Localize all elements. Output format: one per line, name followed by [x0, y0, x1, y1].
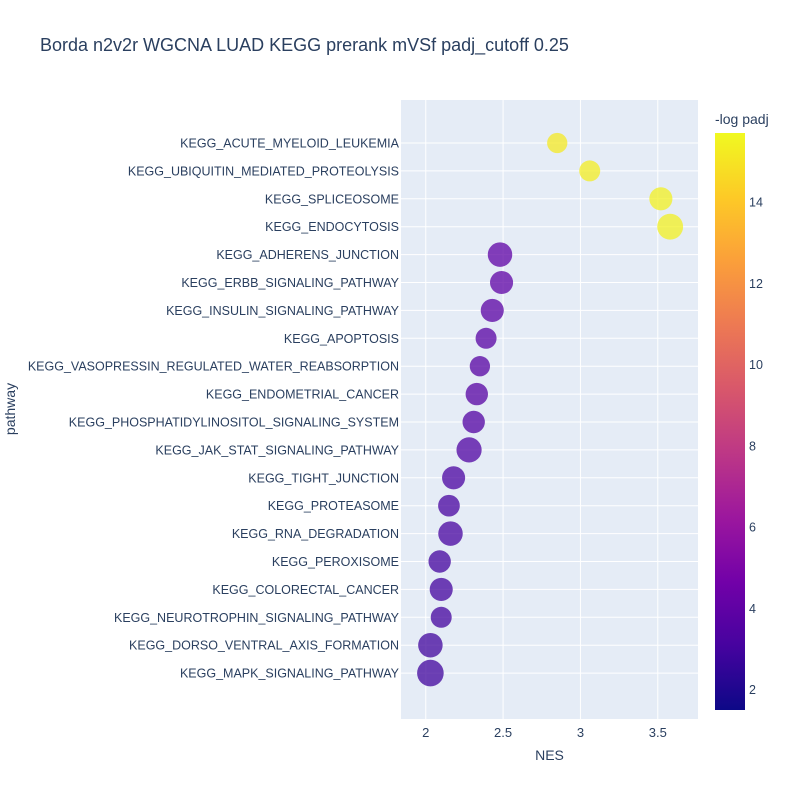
y-tick-label: KEGG_ACUTE_MYELOID_LEUKEMIA [180, 137, 399, 151]
data-point [649, 187, 673, 211]
y-tick-label: KEGG_VASOPRESSIN_REGULATED_WATER_REABSOR… [28, 360, 399, 374]
y-tick-label: KEGG_INSULIN_SIGNALING_PATHWAY [166, 304, 400, 318]
y-axis-title: pathway [2, 383, 18, 435]
colorbar-tick-label: 10 [749, 358, 763, 372]
y-tick-labels: KEGG_ACUTE_MYELOID_LEUKEMIA KEGG_UBIQUITI… [28, 137, 400, 681]
data-point [480, 298, 504, 322]
y-tick-label: KEGG_JAK_STAT_SIGNALING_PATHWAY [155, 443, 399, 457]
y-tick-label: KEGG_SPLICEOSOME [265, 192, 399, 206]
data-point [475, 327, 497, 349]
data-point [417, 659, 444, 687]
data-point [579, 160, 601, 182]
data-point [469, 356, 491, 377]
data-points [417, 132, 684, 687]
y-tick-label: KEGG_NEUROTROPHIN_SIGNALING_PATHWAY [114, 611, 400, 625]
x-axis-title: NES [535, 747, 564, 763]
y-tick-label: KEGG_ENDOCYTOSIS [265, 220, 399, 234]
x-tick-label: 2 [422, 725, 429, 740]
data-point [429, 577, 453, 601]
y-tick-label: KEGG_ENDOMETRIAL_CANCER [206, 388, 399, 402]
colorbar-tick-label: 2 [749, 683, 756, 697]
y-tick-label: KEGG_DORSO_VENTRAL_AXIS_FORMATION [129, 639, 399, 653]
data-point [547, 132, 568, 154]
colorbar-tick-label: 6 [749, 521, 756, 535]
y-tick-label: KEGG_UBIQUITIN_MEDIATED_PROTEOLYSIS [128, 164, 399, 178]
x-tick-label: 3 [577, 725, 584, 740]
y-tick-label: KEGG_APOPTOSIS [284, 332, 399, 346]
data-point [430, 606, 452, 628]
y-tick-label: KEGG_MAPK_SIGNALING_PATHWAY [180, 667, 400, 681]
y-tick-label: KEGG_PEROXISOME [272, 555, 399, 569]
y-tick-label: KEGG_COLORECTAL_CANCER [212, 583, 399, 597]
data-point [456, 437, 482, 463]
data-point [657, 213, 684, 240]
data-point [465, 382, 488, 406]
x-tick-label: 3.5 [649, 725, 667, 740]
y-tick-label: KEGG_RNA_DEGRADATION [232, 527, 399, 541]
chart-title: Borda n2v2r WGCNA LUAD KEGG prerank mVSf… [40, 35, 569, 56]
y-tick-label: KEGG_ERBB_SIGNALING_PATHWAY [181, 276, 399, 290]
y-tick-label: KEGG_ADHERENS_JUNCTION [216, 248, 399, 262]
data-point [442, 466, 466, 490]
colorbar-tick-label: 8 [749, 439, 756, 453]
y-tick-label: KEGG_PROTEASOME [268, 499, 399, 513]
data-point [462, 410, 485, 434]
data-point [487, 242, 513, 267]
colorbar [715, 133, 745, 710]
colorbar-tick-label: 14 [749, 196, 763, 210]
data-point [438, 494, 460, 517]
data-point [418, 632, 443, 658]
data-point [428, 550, 451, 573]
y-tick-label: KEGG_PHOSPHATIDYLINOSITOL_SIGNALING_SYST… [69, 416, 399, 430]
data-point [438, 521, 463, 546]
colorbar-tick-label: 12 [749, 277, 763, 291]
x-tick-labels: 2 2.5 3 3.5 [422, 725, 667, 740]
x-tick-label: 2.5 [494, 725, 512, 740]
colorbar-tick-label: 4 [749, 602, 756, 616]
y-tick-label: KEGG_TIGHT_JUNCTION [248, 471, 399, 485]
data-point [489, 270, 514, 295]
colorbar-tick-labels: 2 4 6 8 10 12 14 [749, 196, 763, 698]
colorbar-title: -log padj [715, 111, 769, 127]
